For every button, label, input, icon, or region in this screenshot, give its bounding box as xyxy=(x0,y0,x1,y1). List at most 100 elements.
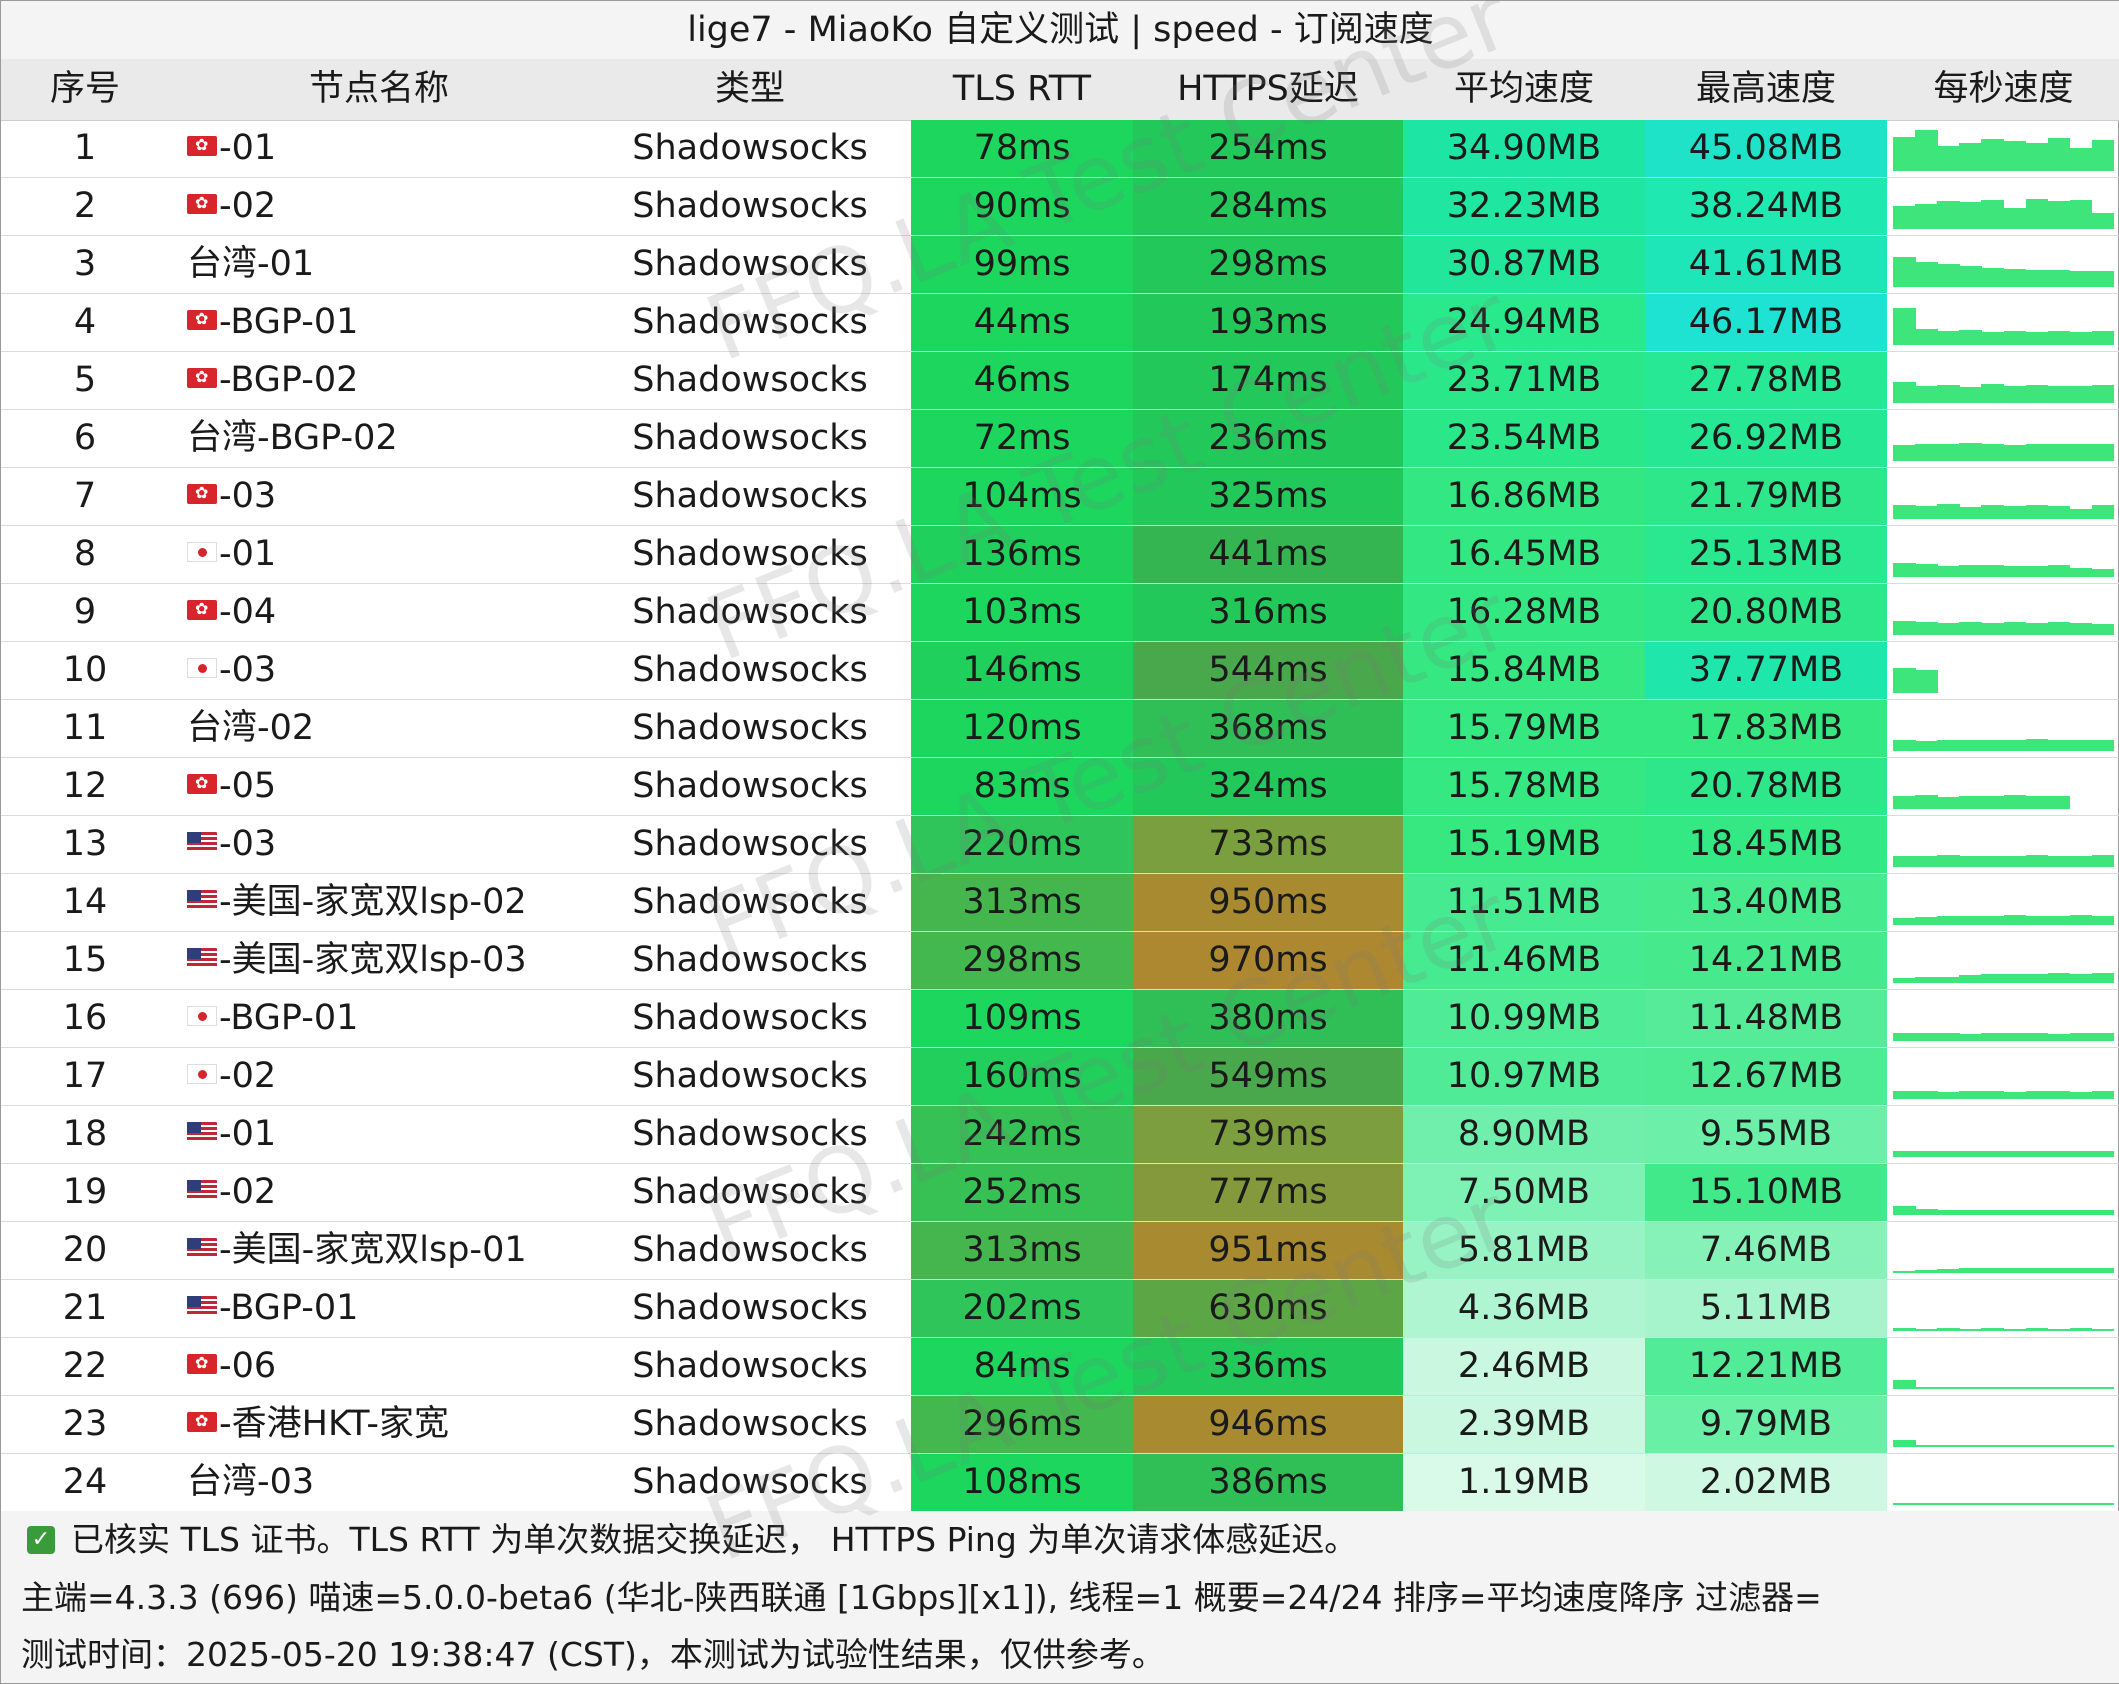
node-name: 台湾-02 xyxy=(169,700,589,757)
sparkline-bar xyxy=(1915,977,1938,983)
sparkline-bar xyxy=(2025,795,2049,809)
row-index: 3 xyxy=(73,244,97,284)
node-name: 台湾-BGP-02 xyxy=(169,410,589,467)
row-index: 15 xyxy=(62,940,108,980)
sparkline-bar xyxy=(1937,1387,1960,1389)
sparkline-bar xyxy=(2091,1091,2115,1099)
node-name-label: -香港HKT-家宽 xyxy=(219,1404,449,1444)
sparkline-bar xyxy=(1893,206,1916,229)
avg-speed: 2.46MB xyxy=(1403,1338,1645,1395)
node-name-label: 台湾-02 xyxy=(187,708,315,748)
sparkline-bar xyxy=(1981,332,2004,345)
node-type: Shadowsocks xyxy=(632,650,868,690)
sparkline-bar xyxy=(1915,1091,1938,1099)
tls-rtt: 83ms xyxy=(911,758,1133,815)
us-flag-icon xyxy=(187,890,217,910)
https-latency: 549ms xyxy=(1133,1048,1403,1105)
sparkline-bar xyxy=(1937,855,1960,867)
sparkline-bar xyxy=(2003,1387,2027,1389)
sparkline-bar xyxy=(1915,622,1938,635)
sparkline-bar xyxy=(1893,918,1916,925)
table-row[interactable]: 24 台湾-03 Shadowsocks 108ms 386ms 1.19MB 2.02MB xyxy=(1,1454,2119,1512)
sparkline-bar xyxy=(1981,739,2004,751)
sparkline-bar xyxy=(1959,795,1982,809)
table-row[interactable]: 3 台湾-01 Shadowsocks 99ms 298ms 30.87MB 41.61MB xyxy=(1,236,2119,294)
table-row[interactable]: 10 -03 Shadowsocks 146ms 544ms 15.84MB 37.77MB xyxy=(1,642,2119,700)
https-latency: 946ms xyxy=(1133,1396,1403,1453)
table-row[interactable]: 19 -02 Shadowsocks 252ms 777ms 7.50MB 15.10MB xyxy=(1,1164,2119,1222)
sparkline-bar xyxy=(2069,148,2093,171)
sparkline-bar xyxy=(1893,1032,1916,1041)
https-latency: 368ms xyxy=(1133,700,1403,757)
sparkline-bar xyxy=(2069,1210,2093,1215)
table-row[interactable]: 4 -BGP-01 Shadowsocks 44ms193ms24.94MB46.17… xyxy=(1,294,2119,352)
sparkline-bar xyxy=(1937,1269,1960,1273)
table-row[interactable]: 5 -BGP-02 Shadowsocks 46ms174ms23.71MB27.78… xyxy=(1,352,2119,410)
table-row[interactable]: 20 -美国-家宽双lsp-01 Shadowsocks 313ms 951ms 5.81… xyxy=(1,1222,2119,1280)
table-row[interactable]: 23 -香港HKT-家宽 Shadowsocks 296ms946ms2.39MB9.… xyxy=(1,1396,2119,1454)
us-flag-icon xyxy=(187,832,217,852)
node-name-label: -03 xyxy=(219,650,277,690)
node-name-label: -BGP-01 xyxy=(219,302,359,342)
speed-sparkline xyxy=(1887,932,2119,989)
node-type: Shadowsocks xyxy=(632,708,868,748)
speed-sparkline xyxy=(1887,874,2119,931)
sparkline-bar xyxy=(2091,1387,2115,1389)
table-row[interactable]: 14 -美国-家宽双lsp-02 Shadowsocks 313ms 950ms 11.5… xyxy=(1,874,2119,932)
sparkline-bar xyxy=(2091,1268,2115,1273)
speed-sparkline xyxy=(1887,700,2119,757)
sparkline-bar xyxy=(2069,508,2093,519)
header-per-second: 每秒速度 xyxy=(1933,69,2074,109)
tls-rtt: 46ms xyxy=(911,352,1133,409)
speed-sparkline xyxy=(1887,1396,2119,1453)
node-name: -美国-家宽双lsp-03 xyxy=(169,932,589,989)
sparkline-bar xyxy=(2003,208,2027,229)
header-index: 序号 xyxy=(49,69,120,109)
table-row[interactable]: 18 -01 Shadowsocks 242ms 739ms 8.90MB 9.55MB xyxy=(1,1106,2119,1164)
table-row[interactable]: 17 -02 Shadowsocks 160ms 549ms 10.97MB 12.67MB xyxy=(1,1048,2119,1106)
sparkline-bar xyxy=(2069,1445,2093,1447)
sparkline-bar xyxy=(2003,444,2027,461)
table-row[interactable]: 21 -BGP-01 Shadowsocks 202ms 630ms 4.36MB 5.11… xyxy=(1,1280,2119,1338)
table-row[interactable]: 16 -BGP-01 Shadowsocks 109ms 380ms 10.99MB 11.… xyxy=(1,990,2119,1048)
table-row[interactable]: 8 -01 Shadowsocks 136ms 441ms 16.45MB 25.13MB xyxy=(1,526,2119,584)
header-type: 类型 xyxy=(714,69,785,109)
sparkline-bar xyxy=(1937,145,1960,171)
avg-speed: 11.46MB xyxy=(1403,932,1645,989)
sparkline-bar xyxy=(1937,444,1960,461)
table-row[interactable]: 13 -03 Shadowsocks 220ms 733ms 15.19MB 18.45MB xyxy=(1,816,2119,874)
sparkline-bar xyxy=(1893,1440,1916,1447)
table-row[interactable]: 11 台湾-02 Shadowsocks 120ms 368ms 15.79MB 17.83… xyxy=(1,700,2119,758)
tls-rtt: 160ms xyxy=(911,1048,1133,1105)
sparkline-bar xyxy=(2091,271,2115,287)
sparkline-bar xyxy=(2003,915,2027,925)
sparkline-bar xyxy=(2003,1445,2027,1447)
row-index: 20 xyxy=(62,1230,108,1270)
https-latency: 193ms xyxy=(1133,294,1403,351)
node-name-label: -美国-家宽双lsp-03 xyxy=(219,940,527,980)
node-name: -BGP-01 xyxy=(169,990,589,1047)
sparkline-bar xyxy=(1893,1205,1916,1215)
sparkline-bar xyxy=(2003,386,2027,403)
table-row[interactable]: 6 台湾-BGP-02 Shadowsocks 72ms 236ms 23.54MB 26.… xyxy=(1,410,2119,468)
node-type: Shadowsocks xyxy=(632,1346,868,1386)
footer-info: 主端=4.3.3 (696) 喵速=5.0.0-beta6 (华北-陕西联通 [… xyxy=(1,1569,2119,1627)
sparkline-bar xyxy=(2047,137,2071,171)
sparkline-bar xyxy=(1915,564,1938,577)
window-title: lige7 - MiaoKo 自定义测试 | speed - 订阅速度 xyxy=(1,1,2119,59)
sparkline-bar xyxy=(2003,1209,2027,1215)
sparkline-bar xyxy=(1981,138,2004,171)
avg-speed: 7.50MB xyxy=(1403,1164,1645,1221)
sparkline-bar xyxy=(1915,385,1938,403)
table-row[interactable]: 15 -美国-家宽双lsp-03 Shadowsocks 298ms 970ms 11.4… xyxy=(1,932,2119,990)
https-latency: 174ms xyxy=(1133,352,1403,409)
sparkline-bar xyxy=(1981,200,2004,229)
tls-rtt: 136ms xyxy=(911,526,1133,583)
speed-sparkline xyxy=(1887,758,2119,815)
